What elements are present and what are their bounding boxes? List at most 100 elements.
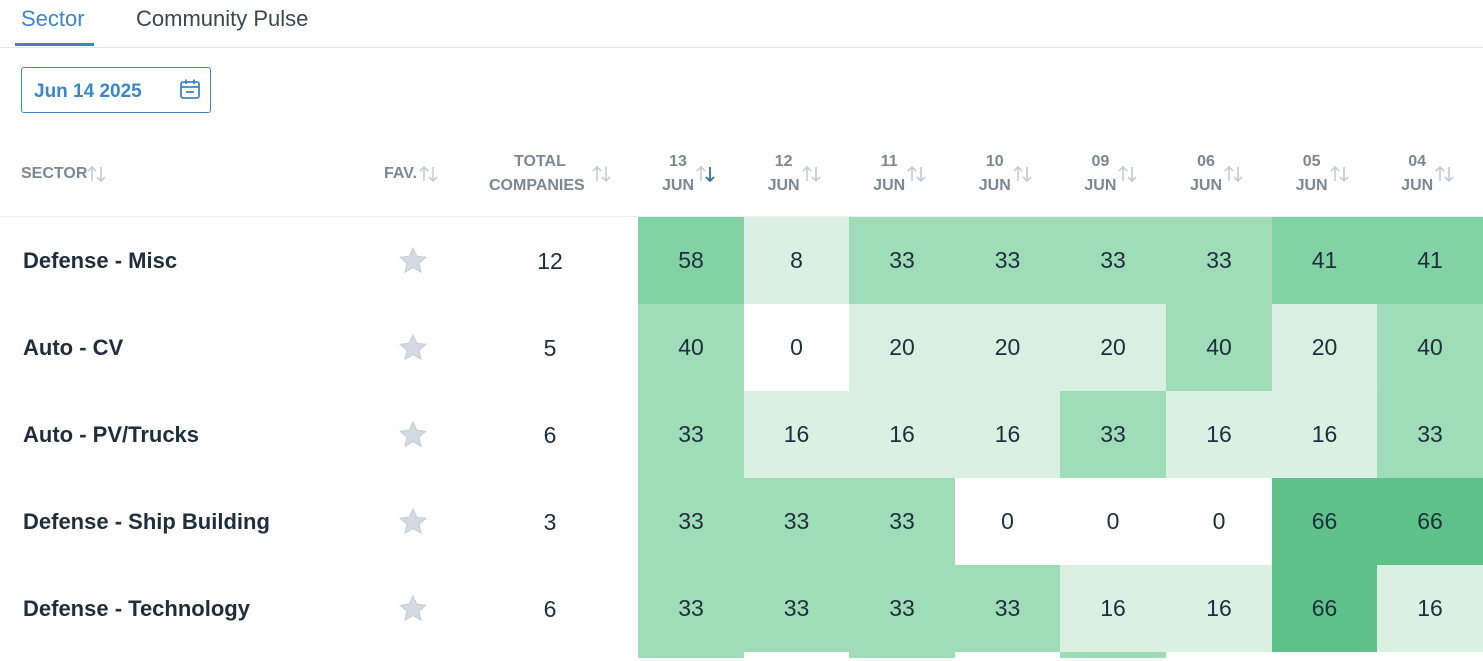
- date-month: JUN: [1295, 177, 1328, 194]
- date-day: 12: [774, 153, 793, 170]
- heat-cell[interactable]: 33: [955, 565, 1060, 652]
- heat-cell[interactable]: 16: [1166, 565, 1272, 652]
- total-companies: 12: [537, 248, 563, 274]
- heat-cell[interactable]: 33: [849, 217, 955, 304]
- total-companies: 6: [543, 422, 557, 448]
- heat-cell[interactable]: 40: [1166, 304, 1272, 391]
- sort-icon[interactable]: [1012, 163, 1034, 185]
- date-day: 13: [669, 153, 687, 170]
- sort-icon[interactable]: [1117, 163, 1139, 185]
- date-column-header[interactable]: 13 JUN: [638, 150, 743, 202]
- date-column-header[interactable]: 10 JUN: [955, 150, 1060, 202]
- sector-name[interactable]: Auto - PV/Trucks: [23, 422, 200, 447]
- date-column-header[interactable]: 05 JUN: [1272, 150, 1377, 202]
- total-companies: 5: [543, 335, 557, 361]
- sort-desc-icon[interactable]: [695, 163, 717, 185]
- active-tab-indicator: [15, 43, 94, 46]
- date-month: JUN: [1401, 177, 1434, 194]
- heat-cell[interactable]: 41: [1377, 217, 1483, 304]
- tab-sector[interactable]: Sector: [21, 6, 85, 31]
- favorite-star-icon[interactable]: [398, 333, 428, 363]
- date-column-header[interactable]: 06 JUN: [1166, 150, 1271, 202]
- header-fav[interactable]: FAV.: [384, 165, 417, 182]
- tab-bar: Sector Community Pulse: [0, 0, 1483, 48]
- heat-cell[interactable]: 20: [849, 304, 955, 391]
- heat-cell[interactable]: 33: [1060, 391, 1166, 478]
- heat-cell[interactable]: 16: [1166, 391, 1272, 478]
- heat-cell[interactable]: 33: [744, 478, 849, 565]
- heat-cell[interactable]: 33: [1166, 217, 1272, 304]
- sort-icon[interactable]: [1434, 163, 1456, 185]
- header-sector[interactable]: SECTOR: [21, 165, 88, 182]
- heat-cell-partial: [1060, 652, 1166, 658]
- date-column-header[interactable]: 09 JUN: [1060, 150, 1165, 202]
- heat-cell[interactable]: 40: [1377, 304, 1483, 391]
- heat-cell[interactable]: 33: [955, 217, 1060, 304]
- favorite-star-icon[interactable]: [398, 507, 428, 537]
- heat-cell[interactable]: 66: [1377, 478, 1483, 565]
- sort-icon[interactable]: [86, 163, 108, 185]
- heat-cell[interactable]: 16: [1060, 565, 1166, 652]
- heat-cell-partial: [744, 652, 849, 658]
- sort-icon[interactable]: [1223, 163, 1245, 185]
- heat-cell-partial: [1377, 652, 1483, 658]
- heat-cell[interactable]: 0: [1060, 478, 1166, 565]
- sector-name[interactable]: Defense - Ship Building: [23, 509, 270, 534]
- date-column-header[interactable]: 04 JUN: [1377, 150, 1482, 202]
- sector-name[interactable]: Auto - CV: [23, 335, 124, 360]
- heat-cell[interactable]: 16: [849, 391, 955, 478]
- favorite-star-icon[interactable]: [398, 594, 428, 624]
- heat-cell[interactable]: 66: [1272, 565, 1377, 652]
- heat-cell[interactable]: 41: [1272, 217, 1377, 304]
- heat-cell[interactable]: 20: [955, 304, 1060, 391]
- heat-cell-partial: [849, 652, 955, 658]
- heat-cell[interactable]: 58: [638, 217, 744, 304]
- calendar-icon[interactable]: [179, 78, 201, 100]
- heat-cell[interactable]: 33: [638, 391, 744, 478]
- date-picker[interactable]: Jun 14 2025: [21, 67, 211, 113]
- heat-cell-partial: [1166, 652, 1272, 658]
- sort-icon[interactable]: [591, 163, 613, 185]
- date-column-header[interactable]: 11 JUN: [849, 150, 954, 202]
- date-month: JUN: [661, 177, 694, 194]
- date-month: JUN: [978, 177, 1011, 194]
- date-column-header[interactable]: 12 JUN: [744, 150, 849, 202]
- sort-icon[interactable]: [801, 163, 823, 185]
- sort-icon[interactable]: [1329, 163, 1351, 185]
- heat-cell[interactable]: 40: [638, 304, 744, 391]
- heat-cell[interactable]: 33: [1377, 391, 1483, 478]
- date-month: JUN: [1084, 177, 1117, 194]
- date-month: JUN: [767, 177, 800, 194]
- heat-cell[interactable]: 0: [744, 304, 849, 391]
- heat-cell[interactable]: 20: [1272, 304, 1377, 391]
- favorite-star-icon[interactable]: [398, 420, 428, 450]
- heat-cell[interactable]: 16: [955, 391, 1060, 478]
- heat-cell[interactable]: 16: [744, 391, 849, 478]
- heat-cell[interactable]: 33: [849, 478, 955, 565]
- header-total-line1[interactable]: TOTAL: [514, 153, 566, 170]
- sector-name[interactable]: Defense - Technology: [23, 596, 250, 621]
- heat-cell[interactable]: 33: [849, 565, 955, 652]
- heat-cell[interactable]: 0: [1166, 478, 1272, 565]
- heat-cell[interactable]: 20: [1060, 304, 1166, 391]
- heat-cell[interactable]: 16: [1377, 565, 1483, 652]
- total-companies: 3: [543, 509, 557, 535]
- heat-cell[interactable]: 33: [638, 565, 744, 652]
- header-total-line2[interactable]: COMPANIES: [489, 177, 585, 194]
- heat-cell[interactable]: 16: [1272, 391, 1377, 478]
- date-day: 05: [1302, 153, 1321, 170]
- heat-cell[interactable]: 33: [638, 478, 744, 565]
- date-picker-value: Jun 14 2025: [34, 81, 142, 102]
- header-divider: [0, 216, 1483, 217]
- sector-name[interactable]: Defense - Misc: [23, 248, 178, 273]
- favorite-star-icon[interactable]: [398, 246, 428, 276]
- tab-community-pulse[interactable]: Community Pulse: [136, 6, 309, 31]
- heat-cell[interactable]: 33: [744, 565, 849, 652]
- heat-cell[interactable]: 66: [1272, 478, 1377, 565]
- sort-icon[interactable]: [906, 163, 928, 185]
- heat-cell[interactable]: 0: [955, 478, 1060, 565]
- date-month: JUN: [1189, 177, 1222, 194]
- sort-icon[interactable]: [418, 163, 440, 185]
- heat-cell[interactable]: 8: [744, 217, 849, 304]
- heat-cell[interactable]: 33: [1060, 217, 1166, 304]
